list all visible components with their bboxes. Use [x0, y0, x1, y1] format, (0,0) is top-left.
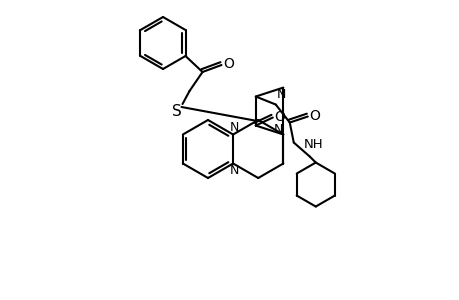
Text: N: N — [276, 88, 285, 101]
Text: O: O — [223, 57, 234, 71]
Text: S: S — [171, 103, 181, 118]
Text: N: N — [229, 164, 238, 177]
Text: O: O — [308, 109, 319, 122]
Text: N: N — [274, 123, 283, 136]
Text: O: O — [274, 110, 285, 124]
Text: NH: NH — [303, 138, 323, 151]
Text: N: N — [229, 121, 238, 134]
